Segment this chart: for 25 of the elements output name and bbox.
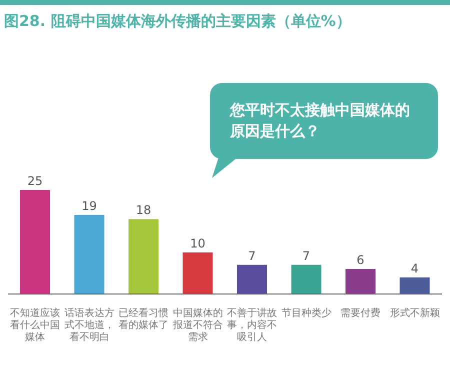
x-tick-label: 节目种类少 [281, 307, 332, 319]
data-label: 7 [248, 248, 256, 263]
x-tick-label: 形式不新颖 [390, 307, 440, 319]
data-label: 6 [356, 253, 364, 268]
x-tick-label: 不知道应该看什么中国媒体 [10, 307, 60, 343]
x-tick-label: 话语表达方式不地道，看不明白 [64, 307, 114, 343]
x-tick-label: 不善于讲故事，内容不吸引人 [227, 307, 278, 343]
x-tick-label: 已经看习惯看的媒体了 [118, 307, 169, 331]
bar [20, 190, 50, 294]
chart-title: 图28. 阻碍中国媒体海外传播的主要因素（单位%） [4, 12, 351, 31]
data-label: 25 [27, 174, 43, 188]
data-label: 10 [190, 236, 206, 250]
bar [128, 219, 158, 294]
data-label: 18 [136, 203, 152, 218]
x-tick-label: 中国媒体的报道不符合需求 [172, 307, 223, 343]
bar [346, 269, 376, 294]
bar [291, 264, 322, 294]
x-tick-label: 需要付费 [340, 307, 381, 319]
bar [182, 252, 213, 294]
data-label: 4 [410, 261, 419, 276]
bar [237, 264, 267, 294]
bar [74, 214, 104, 294]
bar [400, 277, 430, 294]
data-label: 19 [82, 198, 97, 213]
data-label: 7 [302, 248, 310, 263]
